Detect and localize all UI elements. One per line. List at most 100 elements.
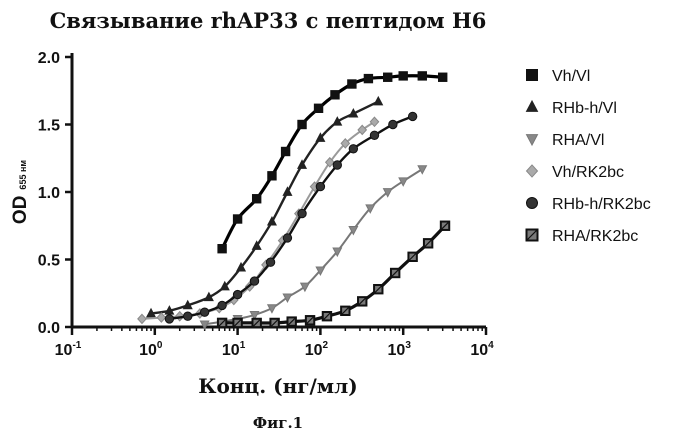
series-curve bbox=[151, 102, 378, 314]
data-point bbox=[283, 294, 291, 302]
legend-label: RHA/Vl bbox=[552, 132, 604, 149]
data-point bbox=[389, 120, 397, 128]
y-tick-label: 1.5 bbox=[38, 118, 60, 135]
x-tick-base: 10 bbox=[139, 342, 157, 359]
legend-label: Vh/RK2bc bbox=[552, 164, 624, 181]
data-point bbox=[374, 97, 382, 105]
series-curve bbox=[222, 226, 445, 323]
x-axis-label: Конц. (нг/мл) bbox=[198, 374, 357, 398]
data-point bbox=[233, 319, 241, 327]
data-point bbox=[374, 285, 382, 293]
data-point bbox=[233, 290, 241, 298]
x-tick-label: 101 bbox=[222, 340, 246, 359]
legend-entry-0: Vh/Vl bbox=[527, 68, 591, 85]
data-point bbox=[165, 315, 173, 323]
y-axis-label: OD655 нм bbox=[10, 160, 31, 224]
data-point bbox=[287, 317, 295, 325]
x-tick-base: 10 bbox=[55, 342, 73, 359]
data-point bbox=[218, 301, 226, 309]
y-tick-label: 2.0 bbox=[38, 50, 60, 67]
x-tick-exponent: 2 bbox=[323, 340, 329, 351]
data-point bbox=[138, 314, 146, 323]
data-point bbox=[418, 72, 426, 80]
legend-entry-2: RHA/Vl bbox=[527, 132, 605, 149]
data-point bbox=[250, 277, 258, 285]
data-point bbox=[306, 316, 314, 324]
data-point bbox=[358, 297, 366, 305]
data-point bbox=[268, 172, 276, 180]
data-point bbox=[323, 312, 331, 320]
data-point bbox=[408, 112, 416, 120]
data-point bbox=[266, 258, 274, 266]
data-point bbox=[314, 104, 322, 112]
data-point bbox=[301, 283, 309, 291]
legend-marker bbox=[527, 101, 538, 111]
legend-marker bbox=[527, 165, 538, 177]
data-point bbox=[364, 74, 372, 82]
x-tick-label: 10-1 bbox=[55, 340, 82, 359]
y-tick-label: 0.5 bbox=[38, 253, 60, 270]
x-tick-label: 102 bbox=[305, 340, 329, 359]
x-tick-label: 103 bbox=[388, 340, 412, 359]
x-tick-exponent: 4 bbox=[488, 340, 494, 351]
legend: Vh/Vl RHb-h/Vl RHA/Vl Vh/RK2bc RHb-h/RK2bc RH… bbox=[527, 68, 651, 245]
x-tick-exponent: -1 bbox=[72, 340, 81, 351]
data-point bbox=[424, 239, 432, 247]
legend-label: Vh/Vl bbox=[552, 68, 590, 85]
data-point bbox=[252, 319, 260, 327]
x-tick-base: 10 bbox=[388, 342, 406, 359]
y-tick-label: 1.0 bbox=[38, 185, 60, 202]
data-point bbox=[283, 234, 291, 242]
legend-entry-5: RHA/RK2bc bbox=[527, 228, 639, 245]
data-point bbox=[157, 313, 165, 322]
data-point bbox=[218, 319, 226, 327]
series-1 bbox=[147, 97, 383, 317]
legend-entry-1: RHb-h/Vl bbox=[527, 100, 617, 117]
data-point bbox=[252, 195, 260, 203]
data-point bbox=[316, 182, 324, 190]
data-point bbox=[384, 73, 392, 81]
legend-label: RHb-h/RK2bc bbox=[552, 196, 651, 213]
legend-marker bbox=[527, 198, 538, 209]
data-point bbox=[270, 319, 278, 327]
data-point bbox=[341, 307, 349, 315]
x-tick-label: 104 bbox=[470, 340, 494, 359]
plot-area: 0.00.51.01.52.010-1100101102103104 bbox=[38, 50, 494, 359]
legend-entry-3: Vh/RK2bc bbox=[527, 164, 625, 181]
data-point bbox=[348, 80, 356, 88]
y-tick-label: 0.0 bbox=[38, 320, 60, 337]
data-point bbox=[439, 73, 447, 81]
y-axis-title: OD655 нм bbox=[10, 160, 31, 224]
data-point bbox=[200, 308, 208, 316]
data-point bbox=[349, 145, 357, 153]
series-3 bbox=[138, 117, 379, 323]
data-point bbox=[399, 178, 407, 186]
data-point bbox=[370, 131, 378, 139]
data-point bbox=[331, 91, 339, 99]
x-tick-exponent: 0 bbox=[157, 340, 163, 351]
data-point bbox=[391, 269, 399, 277]
legend-marker bbox=[527, 70, 538, 81]
data-point bbox=[370, 117, 378, 126]
data-point bbox=[333, 161, 341, 169]
data-point bbox=[408, 253, 416, 261]
data-point bbox=[418, 166, 426, 174]
data-point bbox=[281, 147, 289, 155]
data-point bbox=[218, 245, 226, 253]
x-tick-base: 10 bbox=[305, 342, 323, 359]
data-point bbox=[184, 312, 192, 320]
legend-marker bbox=[527, 230, 538, 241]
x-tick-exponent: 1 bbox=[240, 340, 246, 351]
x-tick-exponent: 3 bbox=[405, 340, 411, 351]
series-curve bbox=[142, 122, 375, 319]
x-tick-base: 10 bbox=[222, 342, 240, 359]
data-point bbox=[233, 215, 241, 223]
legend-marker bbox=[527, 135, 538, 145]
legend-label: RHb-h/Vl bbox=[552, 100, 617, 117]
x-tick-base: 10 bbox=[470, 342, 488, 359]
legend-label: RHA/RK2bc bbox=[552, 228, 638, 245]
data-point bbox=[399, 72, 407, 80]
data-point bbox=[298, 209, 306, 217]
chart-title: Связывание rhAP33 с пептидом H6 bbox=[50, 8, 487, 33]
